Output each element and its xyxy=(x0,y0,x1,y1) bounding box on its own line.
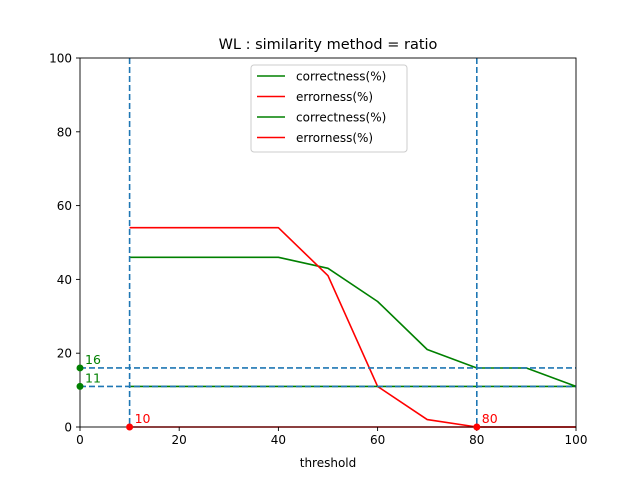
chart-title: WL : similarity method = ratio xyxy=(219,37,438,53)
series-line-1 xyxy=(129,256,577,388)
plot-area: 0 20 40 60 80 100 0 20 40 60 80 100 16 11 10 80 xyxy=(49,52,587,448)
annotation-label: 10 xyxy=(135,411,151,426)
legend-entry-label: correctness(%) xyxy=(296,70,386,84)
annotation-label: 11 xyxy=(85,370,101,385)
x-axis-label: threshold xyxy=(300,456,357,470)
y-tick-label: 40 xyxy=(57,273,72,287)
y-tick-label: 60 xyxy=(57,199,72,213)
annotation-marker-1 xyxy=(76,364,84,372)
legend: correctness(%) errorness(%) correctness(%)… xyxy=(250,64,408,153)
x-tick-label: 20 xyxy=(172,433,187,447)
annotation-marker-4 xyxy=(473,423,481,431)
y-tick-label: 20 xyxy=(57,347,72,361)
x-tick-label: 60 xyxy=(370,433,385,447)
x-tick-label: 0 xyxy=(76,433,84,447)
x-tick-label: 80 xyxy=(469,433,484,447)
legend-entry-label: errorness(%) xyxy=(296,90,373,104)
y-tick-label: 0 xyxy=(64,421,72,435)
legend-entry-label: errorness(%) xyxy=(296,131,373,145)
annotation-label: 80 xyxy=(482,411,498,426)
annotation-marker-2 xyxy=(76,382,84,390)
legend-entry-label: correctness(%) xyxy=(296,111,386,125)
x-tick-label: 40 xyxy=(271,433,286,447)
y-tick-label: 80 xyxy=(57,125,72,139)
legend-box xyxy=(250,64,408,153)
axes-frame xyxy=(79,57,577,428)
annotation-label: 16 xyxy=(85,352,101,367)
x-tick-label: 100 xyxy=(565,433,588,447)
annotation-marker-3 xyxy=(126,423,134,431)
y-tick-label: 100 xyxy=(49,52,72,66)
